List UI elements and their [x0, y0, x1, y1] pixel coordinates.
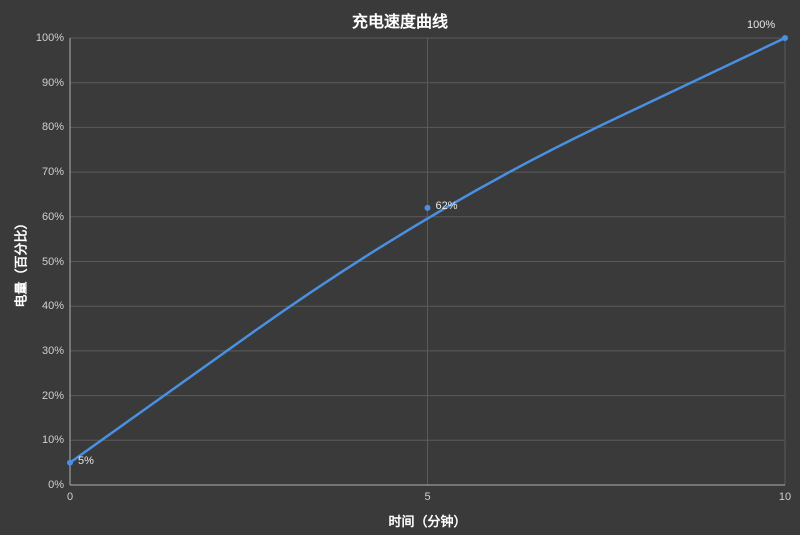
chart-root: 充电速度曲线 电量（百分比） 时间（分钟） 0%10%20%30%40%50%6…	[0, 0, 800, 535]
y-tick-label: 0%	[48, 479, 64, 491]
y-axis-title: 电量（百分比）	[11, 216, 30, 307]
data-point-label: 62%	[436, 200, 458, 212]
y-tick-label: 100%	[36, 32, 64, 44]
x-tick-label: 5	[424, 491, 430, 503]
x-axis-title: 时间（分钟）	[388, 511, 466, 530]
y-tick-label: 50%	[42, 256, 64, 268]
y-tick-label: 70%	[42, 166, 64, 178]
data-point-label: 5%	[78, 455, 94, 467]
y-tick-label: 60%	[42, 211, 64, 223]
y-tick-label: 30%	[42, 345, 64, 357]
x-tick-label: 10	[779, 491, 791, 503]
y-tick-label: 10%	[42, 434, 64, 446]
x-tick-label: 0	[67, 491, 73, 503]
data-point-label: 100%	[747, 19, 775, 31]
y-tick-label: 90%	[42, 77, 64, 89]
chart-plot-svg	[0, 0, 800, 535]
y-tick-label: 20%	[42, 390, 64, 402]
y-tick-label: 80%	[42, 121, 64, 133]
y-tick-label: 40%	[42, 300, 64, 312]
